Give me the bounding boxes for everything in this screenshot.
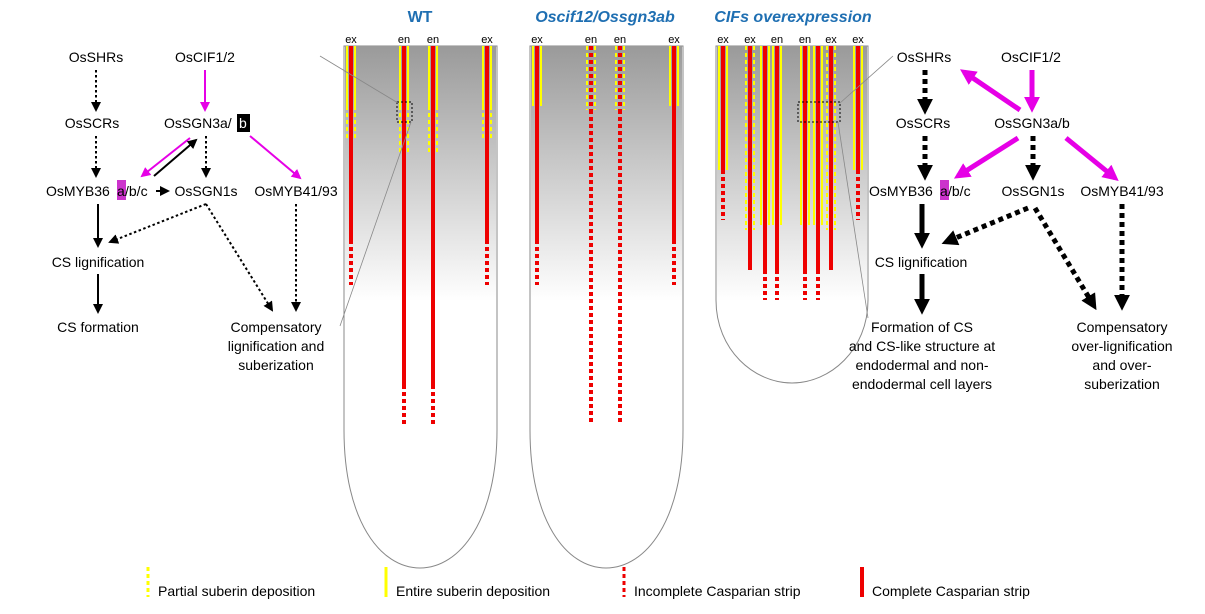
mutant-lane-4: ex: [668, 34, 680, 46]
right-pathway: OsSHRs OsCIF1/2 OsSCRs OsSGN3a/b OsMYB36…: [849, 49, 1173, 392]
left-compensatory-3: suberization: [238, 357, 314, 373]
left-compensatory-2: lignification and: [228, 338, 325, 354]
right-arrow-sgn3-shr: [960, 69, 1022, 113]
legend-complete-cs-label: Complete Casparian strip: [872, 583, 1030, 599]
right-osmyb36-a: a: [940, 183, 948, 199]
root-wt: ex en en ex: [343, 34, 498, 569]
right-osmyb36-suffix: /b/c: [948, 183, 971, 199]
right-osmyb36-prefix: OsMYB36: [869, 183, 933, 199]
oe-lane-3: en: [771, 34, 783, 46]
left-cs-formation: CS formation: [57, 319, 139, 335]
left-osmyb36-suffix: /b/c: [125, 183, 148, 199]
oe-lane-4: en: [799, 34, 811, 46]
left-ossgn3: OsSGN3a/ b: [164, 114, 250, 132]
left-arrow-sgn1-comp: [205, 203, 274, 312]
title-wt: WT: [408, 9, 433, 26]
right-arrow-sgn1-comp: [1032, 206, 1097, 311]
root-overexpression: ex ex en en ex ex: [715, 34, 869, 384]
left-osscrs: OsSCRs: [65, 115, 119, 131]
mutant-lane-2: en: [585, 34, 597, 46]
left-arrow-sgn1-cslig: [108, 203, 207, 244]
legend-entire-suberin-label: Entire suberin deposition: [396, 583, 550, 599]
left-cs-lignification: CS lignification: [52, 254, 145, 270]
left-arrow-sgn3-myb36: [140, 137, 191, 178]
right-formation-1: Formation of CS: [871, 319, 973, 335]
oe-lane-1: ex: [717, 34, 729, 46]
legend: Partial suberin deposition Entire suberi…: [146, 567, 1030, 599]
left-ossgn1s: OsSGN1s: [174, 183, 237, 199]
legend-incomplete-cs-label: Incomplete Casparian strip: [634, 583, 801, 599]
right-osmyb36-highlight: [940, 180, 949, 200]
mutant-lane-1: ex: [531, 34, 543, 46]
title-overexpression: CIFs overexpression: [714, 9, 872, 26]
right-compensatory-4: suberization: [1084, 376, 1160, 392]
right-formation-3: endodermal and non-: [855, 357, 988, 373]
legend-complete-cs: Complete Casparian strip: [860, 567, 1030, 599]
title-mutant: Oscif12/Ossgn3ab: [535, 9, 675, 26]
left-arrow-sgn3-myb41: [249, 135, 302, 180]
right-osmyb41: OsMYB41/93: [1080, 183, 1163, 199]
wt-strips: [346, 46, 492, 425]
root-wt-gradient: [345, 46, 496, 301]
right-arrow-sgn3-myb36: [953, 135, 1020, 179]
left-ossgn3-prefix: OsSGN3a/: [164, 115, 232, 131]
mutant-lane-3: en: [614, 34, 626, 46]
right-ossgn3: OsSGN3a/b: [994, 115, 1070, 131]
root-mutant-gradient: [531, 46, 682, 301]
legend-partial-suberin: Partial suberin deposition: [146, 567, 315, 599]
right-compensatory-2: over-lignification: [1071, 338, 1172, 354]
left-pathway: OsSHRs OsCIF1/2 OsSCRs OsSGN3a/ b OsMYB3…: [46, 49, 338, 373]
right-compensatory-1: Compensatory: [1076, 319, 1167, 335]
oe-zoom-line-top: [839, 55, 894, 104]
right-cs-lignification: CS lignification: [875, 254, 968, 270]
oe-zoom-line-bottom: [837, 121, 869, 319]
right-compensatory-3: and over-: [1092, 357, 1151, 373]
left-compensatory-1: Compensatory: [230, 319, 321, 335]
oe-zoom-box: [797, 101, 841, 123]
legend-entire-suberin: Entire suberin deposition: [384, 567, 550, 599]
right-formation-2: and CS-like structure at: [849, 338, 995, 354]
left-osmyb36-highlight: [117, 180, 126, 200]
right-oscif: OsCIF1/2: [1001, 49, 1061, 65]
wt-lane-4: ex: [481, 34, 493, 46]
left-arrow-myb36-sgn3: [153, 138, 198, 177]
left-osmyb36-prefix: OsMYB36: [46, 183, 110, 199]
oe-lane-2: ex: [744, 34, 756, 46]
wt-zoom-line-bottom: [339, 121, 412, 327]
left-osmyb36: OsMYB36 a /b/c: [46, 180, 148, 200]
right-osscrs: OsSCRs: [896, 115, 950, 131]
wt-lane-2: en: [398, 34, 410, 46]
left-osshrs: OsSHRs: [69, 49, 123, 65]
right-osshrs: OsSHRs: [897, 49, 951, 65]
legend-partial-suberin-label: Partial suberin deposition: [158, 583, 315, 599]
left-osmyb41: OsMYB41/93: [254, 183, 337, 199]
legend-incomplete-cs: Incomplete Casparian strip: [622, 567, 801, 599]
oe-lane-5: ex: [825, 34, 837, 46]
right-arrow-sgn1-cslig: [941, 205, 1029, 246]
mutant-strips: [532, 46, 679, 425]
wt-zoom-line-top: [319, 55, 399, 104]
wt-lane-3: en: [427, 34, 439, 46]
left-ossgn3-b: b: [239, 115, 247, 131]
right-osmyb36: OsMYB36 a /b/c: [869, 180, 971, 200]
left-osmyb36-a: a: [117, 183, 125, 199]
wt-zoom-box: [396, 101, 413, 123]
left-oscif: OsCIF1/2: [175, 49, 235, 65]
root-overexp-gradient: [717, 46, 867, 301]
oe-strips: [718, 46, 863, 300]
root-mutant: ex en en ex: [529, 34, 684, 569]
wt-lane-1: ex: [345, 34, 357, 46]
right-arrow-sgn3-myb41: [1064, 136, 1119, 182]
right-formation-4: endodermal cell layers: [852, 376, 992, 392]
oe-lane-6: ex: [852, 34, 864, 46]
right-ossgn1s: OsSGN1s: [1001, 183, 1064, 199]
left-ossgn3-highlight: [237, 114, 250, 132]
